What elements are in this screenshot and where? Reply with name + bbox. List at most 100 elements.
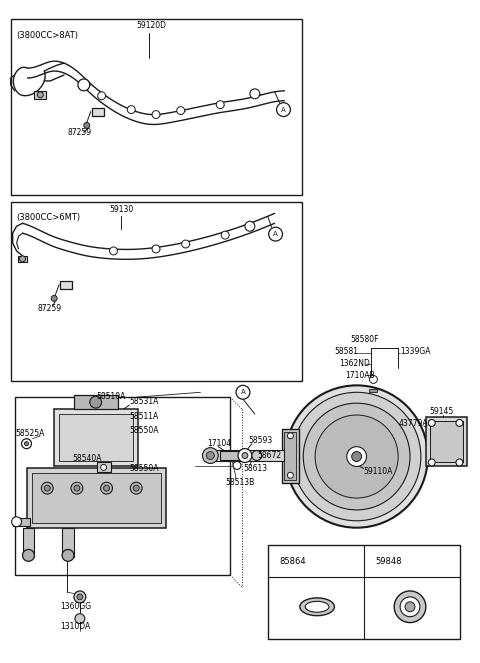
Bar [18,256,27,262]
Circle shape [428,459,435,466]
Text: 58525A: 58525A [16,430,45,438]
Circle shape [71,482,83,494]
Bar [370,389,377,392]
Text: (3800CC>8AT): (3800CC>8AT) [17,30,79,40]
Text: 58511A: 58511A [129,412,158,422]
Bar [23,528,35,558]
Bar [11,202,302,381]
Text: 58540A: 58540A [72,454,101,463]
Bar [59,414,133,461]
Circle shape [286,385,428,528]
Circle shape [74,485,80,491]
Text: 58531A: 58531A [129,396,159,406]
Bar [74,395,119,409]
Circle shape [74,591,86,603]
Text: 59110A: 59110A [363,467,393,476]
Circle shape [75,614,85,624]
Circle shape [352,452,361,461]
Text: 58550A: 58550A [129,426,159,436]
Circle shape [236,385,250,399]
Circle shape [221,231,229,239]
Circle shape [62,550,74,562]
Ellipse shape [305,601,329,612]
Circle shape [456,420,463,426]
Bar [35,91,46,99]
Circle shape [288,433,293,439]
Bar [205,450,285,461]
Circle shape [133,485,139,491]
Circle shape [456,459,463,466]
Circle shape [238,449,252,463]
Bar [62,528,74,558]
Text: 58613: 58613 [243,464,267,473]
Bar [220,451,240,461]
Bar [27,468,166,528]
Text: 59120D: 59120D [136,21,166,30]
Circle shape [37,91,43,97]
Bar [281,429,300,483]
Circle shape [41,482,53,494]
Text: 1710AB: 1710AB [345,371,374,380]
Bar [430,421,463,463]
Circle shape [315,415,398,498]
Circle shape [152,245,160,253]
Circle shape [78,79,90,91]
Text: 58672: 58672 [258,451,282,460]
Text: 1362ND: 1362ND [339,359,370,368]
Bar [11,19,302,195]
Circle shape [428,420,435,426]
Ellipse shape [300,598,335,616]
Circle shape [177,107,185,115]
Text: 58550A: 58550A [129,464,159,473]
Text: 87259: 87259 [37,304,61,313]
Text: 58581: 58581 [334,347,358,356]
Bar [33,473,161,522]
Bar [54,409,138,466]
Circle shape [12,517,22,526]
Circle shape [370,375,377,383]
Text: 59848: 59848 [375,557,402,566]
Bar [426,417,468,466]
Circle shape [24,442,28,446]
Circle shape [216,101,224,109]
Circle shape [182,240,190,248]
Circle shape [152,111,160,119]
Circle shape [292,392,421,520]
Circle shape [250,89,260,99]
Circle shape [44,485,50,491]
Text: 58593: 58593 [248,436,272,446]
Bar [268,546,460,639]
Circle shape [303,403,410,510]
Bar [92,107,104,115]
Circle shape [23,550,35,562]
Circle shape [242,453,248,459]
Text: (3800CC>6MT): (3800CC>6MT) [17,213,81,222]
Circle shape [206,452,214,459]
Text: 59145: 59145 [430,406,454,416]
Text: 87259: 87259 [67,128,91,137]
Circle shape [203,448,218,463]
Text: 85864: 85864 [279,557,306,566]
Text: 59130: 59130 [109,205,134,214]
Circle shape [400,597,420,617]
Bar [60,280,72,288]
Circle shape [245,221,255,231]
Circle shape [97,91,106,99]
Text: 1360GG: 1360GG [60,602,91,611]
Bar [285,432,296,480]
Circle shape [288,472,293,478]
Circle shape [405,602,415,612]
Text: 43779A: 43779A [398,420,428,428]
Bar [14,397,230,575]
Circle shape [51,296,57,302]
Text: 58513B: 58513B [225,478,254,487]
Text: 17104: 17104 [207,439,231,448]
Text: 58580F: 58580F [351,335,379,344]
Circle shape [233,461,241,469]
Circle shape [84,123,90,129]
Circle shape [394,591,426,623]
Text: A: A [281,107,286,113]
Circle shape [101,482,112,494]
Circle shape [130,482,142,494]
Circle shape [269,227,283,241]
